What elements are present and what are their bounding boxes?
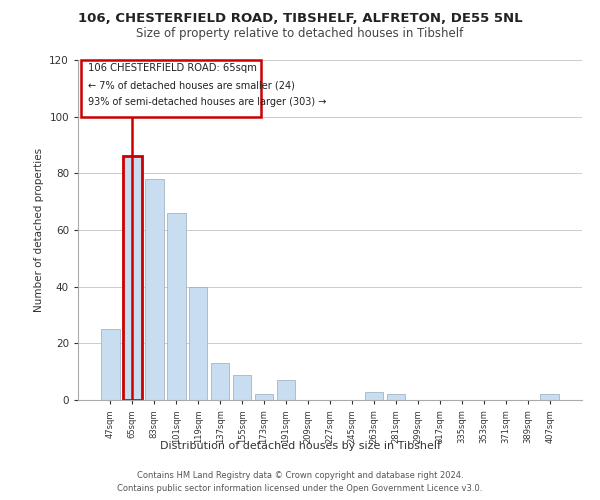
Bar xyxy=(211,363,229,400)
Bar xyxy=(145,179,164,400)
Bar xyxy=(233,374,251,400)
Bar xyxy=(365,392,383,400)
Text: 106, CHESTERFIELD ROAD, TIBSHELF, ALFRETON, DE55 5NL: 106, CHESTERFIELD ROAD, TIBSHELF, ALFRET… xyxy=(77,12,523,24)
Bar xyxy=(541,394,559,400)
Bar xyxy=(386,394,405,400)
Text: Contains HM Land Registry data © Crown copyright and database right 2024.: Contains HM Land Registry data © Crown c… xyxy=(137,471,463,480)
Bar xyxy=(101,329,119,400)
Bar xyxy=(189,286,208,400)
Bar xyxy=(277,380,295,400)
Text: ← 7% of detached houses are smaller (24): ← 7% of detached houses are smaller (24) xyxy=(88,80,295,90)
Y-axis label: Number of detached properties: Number of detached properties xyxy=(34,148,44,312)
Text: Distribution of detached houses by size in Tibshelf: Distribution of detached houses by size … xyxy=(160,441,440,451)
Text: Size of property relative to detached houses in Tibshelf: Size of property relative to detached ho… xyxy=(136,28,464,40)
Text: 106 CHESTERFIELD ROAD: 65sqm: 106 CHESTERFIELD ROAD: 65sqm xyxy=(88,63,257,73)
Bar xyxy=(255,394,274,400)
Bar xyxy=(167,213,185,400)
Text: 93% of semi-detached houses are larger (303) →: 93% of semi-detached houses are larger (… xyxy=(88,97,326,107)
Bar xyxy=(123,156,142,400)
Text: Contains public sector information licensed under the Open Government Licence v3: Contains public sector information licen… xyxy=(118,484,482,493)
